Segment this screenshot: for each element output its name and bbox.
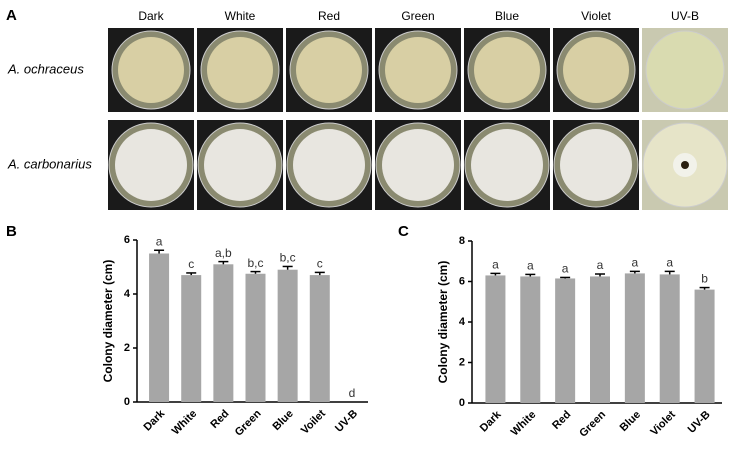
x-tick-label: Violet xyxy=(648,408,678,438)
significance-label: c xyxy=(317,257,323,271)
panel-label: B xyxy=(6,223,17,240)
panel-label: C xyxy=(398,223,409,240)
row-label: A. ochraceus xyxy=(7,61,84,76)
panel-label: A xyxy=(6,7,17,24)
colony xyxy=(118,37,184,103)
x-tick-label: White xyxy=(170,408,200,438)
bar xyxy=(485,275,506,403)
significance-label: a xyxy=(597,258,604,272)
bar xyxy=(277,269,298,402)
colony xyxy=(293,129,365,201)
colony xyxy=(204,129,276,201)
y-tick-label: 4 xyxy=(124,288,131,300)
x-tick-label: Dark xyxy=(141,407,167,433)
significance-label: a xyxy=(666,256,673,270)
x-tick-label: Red xyxy=(208,408,231,431)
y-axis-label: Colony diameter (cm) xyxy=(436,261,450,384)
bar xyxy=(213,264,234,402)
x-tick-label: White xyxy=(509,409,539,439)
column-label: UV-B xyxy=(671,9,699,23)
y-tick-label: 2 xyxy=(459,356,465,368)
bar xyxy=(149,253,170,402)
significance-label: c xyxy=(188,257,194,271)
bar xyxy=(555,278,576,403)
bar xyxy=(309,275,330,402)
significance-label: b xyxy=(701,272,708,286)
significance-label: a xyxy=(156,234,163,248)
x-tick-label: Blue xyxy=(270,408,295,433)
significance-label: a xyxy=(632,256,639,270)
x-tick-label: Green xyxy=(233,407,264,438)
bar xyxy=(520,276,541,403)
bar xyxy=(590,276,610,403)
y-tick-label: 6 xyxy=(124,234,130,246)
column-label: Dark xyxy=(138,9,164,23)
column-label: Red xyxy=(318,9,340,23)
significance-label: a,b xyxy=(215,246,232,260)
significance-label: a xyxy=(562,262,569,276)
significance-label: d xyxy=(349,386,356,400)
column-label: White xyxy=(225,9,256,23)
x-tick-label: UV-B xyxy=(333,408,360,435)
bar xyxy=(245,273,266,402)
x-tick-label: Green xyxy=(577,408,608,439)
y-tick-label: 0 xyxy=(459,397,465,409)
bar xyxy=(624,273,645,403)
bar xyxy=(694,289,715,403)
significance-label: a xyxy=(527,259,534,273)
colony xyxy=(296,37,362,103)
y-tick-label: 6 xyxy=(459,275,465,287)
colony xyxy=(681,161,689,169)
colony xyxy=(471,129,543,201)
x-tick-label: Dark xyxy=(478,408,504,434)
colony xyxy=(115,129,187,201)
x-tick-label: Red xyxy=(550,409,573,432)
colony xyxy=(560,129,632,201)
y-tick-label: 8 xyxy=(459,235,465,247)
column-label: Violet xyxy=(581,9,611,23)
column-label: Blue xyxy=(495,9,519,23)
colony xyxy=(207,37,273,103)
dish xyxy=(645,30,725,110)
significance-label: a xyxy=(492,258,499,272)
x-tick-label: Voilet xyxy=(299,407,328,436)
colony xyxy=(474,37,540,103)
colony xyxy=(563,37,629,103)
bar xyxy=(659,274,680,403)
y-tick-label: 2 xyxy=(124,342,130,354)
column-label: Green xyxy=(401,9,434,23)
y-tick-label: 4 xyxy=(459,316,466,328)
significance-label: b,c xyxy=(280,251,296,265)
colony xyxy=(385,37,451,103)
row-label: A. carbonarius xyxy=(7,156,92,171)
y-axis-label: Colony diameter (cm) xyxy=(101,260,115,383)
x-tick-label: UV-B xyxy=(686,409,713,436)
bar xyxy=(181,275,202,402)
colony xyxy=(382,129,454,201)
y-tick-label: 0 xyxy=(124,396,130,408)
significance-label: b,c xyxy=(247,256,263,270)
x-tick-label: Blue xyxy=(618,409,643,434)
